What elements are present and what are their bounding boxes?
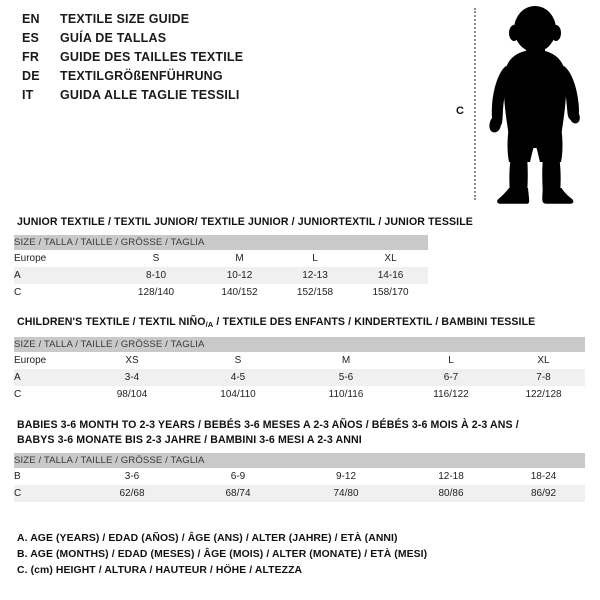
table-row: A 3-4 4-5 5-6 6-7 7-8 [14, 369, 586, 386]
table-row: A 8-10 10-12 12-13 14-16 [14, 267, 429, 284]
row-value: XL [502, 352, 586, 369]
size-bar-label: SIZE / TALLA / TAILLE / GRÖSSE / TAGLIA [14, 235, 429, 250]
row-value: 14-16 [353, 267, 429, 284]
section-title-babies-line2: BABYS 3-6 MONATE BIS 2-3 JAHRE / BAMBINI… [17, 434, 362, 446]
table-header-bar: SIZE / TALLA / TAILLE / GRÖSSE / TAGLIA [14, 235, 429, 250]
language-code: IT [22, 88, 34, 102]
measurement-figure: C [450, 0, 600, 210]
table-header-bar: SIZE / TALLA / TAILLE / GRÖSSE / TAGLIA [14, 453, 586, 468]
language-row-es: ES GUÍA DE TALLAS [22, 31, 442, 50]
children-size-table: SIZE / TALLA / TAILLE / GRÖSSE / TAGLIA … [14, 337, 586, 403]
height-dotted-line [474, 8, 476, 200]
row-value: 122/128 [502, 386, 586, 403]
legend-line-b: B. AGE (MONTHS) / EDAD (MESES) / ÂGE (MO… [17, 549, 428, 560]
language-code: FR [22, 50, 40, 64]
section-title-children-pre: CHILDREN'S TEXTILE / TEXTIL NIÑO [17, 316, 206, 328]
table-row: C 128/140 140/152 152/158 158/170 [14, 284, 429, 301]
row-value: 116/122 [400, 386, 502, 403]
table-row: C 62/68 68/74 74/80 80/86 86/92 [14, 485, 586, 502]
row-label: C [14, 386, 80, 403]
babies-size-table: SIZE / TALLA / TAILLE / GRÖSSE / TAGLIA … [14, 453, 586, 502]
legend-block: A. AGE (YEARS) / EDAD (AÑOS) / ÂGE (ANS)… [17, 531, 427, 579]
row-value: 7-8 [502, 369, 586, 386]
row-value: M [292, 352, 400, 369]
row-value: 86/92 [502, 485, 586, 502]
language-code: ES [22, 31, 40, 45]
row-label: Europe [14, 250, 110, 267]
row-value: L [277, 250, 353, 267]
row-label: A [14, 369, 80, 386]
legend-line-c: C. (cm) HEIGHT / ALTURA / HAUTEUR / HÖHE… [17, 565, 303, 576]
row-value: 62/68 [80, 485, 184, 502]
junior-size-table: SIZE / TALLA / TAILLE / GRÖSSE / TAGLIA … [14, 235, 429, 301]
section-childrens-textile: CHILDREN'S TEXTILE / TEXTIL NIÑO/A / TEX… [14, 315, 586, 403]
row-value: 110/116 [292, 386, 400, 403]
row-value: L [400, 352, 502, 369]
row-value: 18-24 [502, 468, 586, 485]
row-value: M [202, 250, 277, 267]
section-babies-textile: BABIES 3-6 MONTH TO 2-3 YEARS / BEBÉS 3-… [14, 418, 586, 502]
row-value: 6-9 [184, 468, 292, 485]
row-value: 5-6 [292, 369, 400, 386]
table-row: Europe S M L XL [14, 250, 429, 267]
row-value: 4-5 [184, 369, 292, 386]
section-title-children-post: / TEXTILE DES ENFANTS / KINDERTEXTIL / B… [213, 316, 536, 328]
row-value: 158/170 [353, 284, 429, 301]
row-value: 98/104 [80, 386, 184, 403]
row-value: XL [353, 250, 429, 267]
language-title: GUIDA ALLE TAGLIE TESSILI [60, 88, 240, 102]
table-row: B 3-6 6-9 9-12 12-18 18-24 [14, 468, 586, 485]
toddler-silhouette-icon [482, 6, 590, 209]
section-title-babies-line1: BABIES 3-6 MONTH TO 2-3 YEARS / BEBÉS 3-… [17, 419, 519, 431]
language-row-it: IT GUIDA ALLE TAGLIE TESSILI [22, 88, 442, 107]
row-value: 10-12 [202, 267, 277, 284]
row-value: 9-12 [292, 468, 400, 485]
row-value: 140/152 [202, 284, 277, 301]
language-row-de: DE TEXTILGRÖßENFÜHRUNG [22, 69, 442, 88]
language-title-block: EN TEXTILE SIZE GUIDE ES GUÍA DE TALLAS … [22, 12, 442, 107]
row-label: A [14, 267, 110, 284]
table-row: Europe XS S M L XL [14, 352, 586, 369]
row-value: 104/110 [184, 386, 292, 403]
row-value: 3-6 [80, 468, 184, 485]
row-label: C [14, 485, 80, 502]
language-code: EN [22, 12, 40, 26]
row-value: 68/74 [184, 485, 292, 502]
section-title-junior: JUNIOR TEXTILE / TEXTIL JUNIOR/ TEXTILE … [17, 216, 473, 228]
height-marker-label: C [456, 105, 464, 117]
language-title: TEXTILGRÖßENFÜHRUNG [60, 69, 223, 83]
legend-line-a: A. AGE (YEARS) / EDAD (AÑOS) / ÂGE (ANS)… [17, 533, 398, 544]
row-value: 152/158 [277, 284, 353, 301]
section-title-children: CHILDREN'S TEXTILE / TEXTIL NIÑO/A / TEX… [17, 315, 585, 332]
row-label: B [14, 468, 80, 485]
table-row: C 98/104 104/110 110/116 116/122 122/128 [14, 386, 586, 403]
row-value: 80/86 [400, 485, 502, 502]
language-title: GUIDE DES TAILLES TEXTILE [60, 50, 244, 64]
language-title: TEXTILE SIZE GUIDE [60, 12, 190, 26]
section-title-children-sub: /A [205, 320, 214, 329]
row-value: 3-4 [80, 369, 184, 386]
language-code: DE [22, 69, 40, 83]
row-value: 12-13 [277, 267, 353, 284]
section-junior-textile: JUNIOR TEXTILE / TEXTIL JUNIOR/ TEXTILE … [14, 215, 473, 301]
size-bar-label: SIZE / TALLA / TAILLE / GRÖSSE / TAGLIA [14, 453, 586, 468]
language-row-en: EN TEXTILE SIZE GUIDE [22, 12, 442, 31]
language-title: GUÍA DE TALLAS [60, 31, 167, 45]
row-value: 74/80 [292, 485, 400, 502]
row-value: 8-10 [110, 267, 202, 284]
row-value: S [110, 250, 202, 267]
row-label: C [14, 284, 110, 301]
row-value: 128/140 [110, 284, 202, 301]
row-value: 6-7 [400, 369, 502, 386]
size-bar-label: SIZE / TALLA / TAILLE / GRÖSSE / TAGLIA [14, 337, 586, 352]
language-row-fr: FR GUIDE DES TAILLES TEXTILE [22, 50, 442, 69]
row-value: 12-18 [400, 468, 502, 485]
row-label: Europe [14, 352, 80, 369]
row-value: S [184, 352, 292, 369]
table-header-bar: SIZE / TALLA / TAILLE / GRÖSSE / TAGLIA [14, 337, 586, 352]
row-value: XS [80, 352, 184, 369]
